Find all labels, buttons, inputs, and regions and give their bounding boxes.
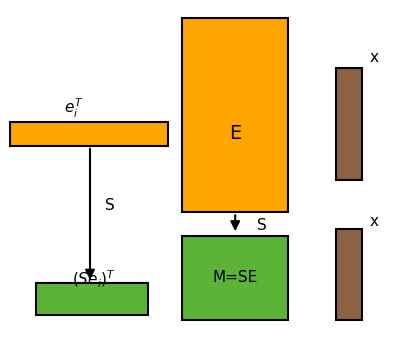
Text: M=SE: M=SE	[212, 270, 258, 285]
Bar	[182, 18, 288, 212]
Bar	[36, 283, 148, 315]
Bar	[336, 68, 362, 180]
Text: S: S	[105, 198, 115, 213]
Text: E: E	[229, 124, 241, 143]
Text: x: x	[370, 214, 378, 229]
Bar	[336, 229, 362, 320]
Bar	[182, 236, 288, 320]
Text: x: x	[370, 50, 378, 65]
Bar	[10, 122, 168, 146]
Text: $e_i^T$: $e_i^T$	[64, 96, 84, 120]
Text: $(Se_i)^T$: $(Se_i)^T$	[72, 269, 116, 289]
Text: S: S	[257, 217, 267, 233]
